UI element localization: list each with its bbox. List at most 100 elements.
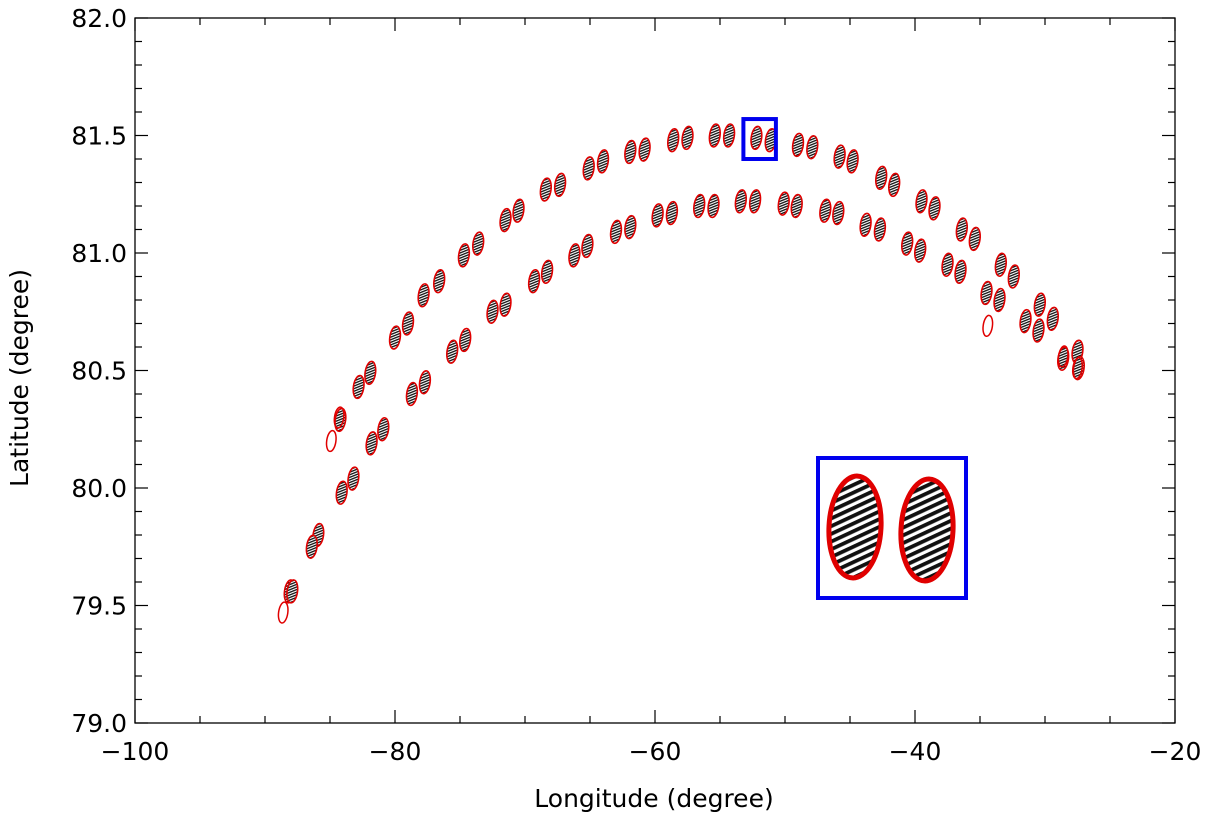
footprint-point-series-2 [609,219,623,245]
y-tick-label: 79.0 [71,709,127,738]
footprint-outline-point [1057,345,1069,368]
footprint-point-series-1 [417,283,430,308]
zoom-inset-footprint [898,476,956,584]
footprint-point-series-1 [457,243,471,268]
footprint-point-series-2 [446,339,459,364]
footprint-point-series-2 [1019,308,1032,334]
footprint-point-series-1 [791,132,805,158]
footprint-outline-point [1071,356,1084,380]
y-tick-label: 81.0 [71,239,127,268]
y-tick-label: 82.0 [71,4,127,33]
footprint-point-series-1 [1033,292,1046,317]
footprint-point-series-2 [954,259,967,285]
y-tick-label: 80.5 [71,357,127,386]
footprint-point-series-2 [993,287,1006,313]
footprint-point-series-1 [846,149,859,174]
footprint-point-series-2 [790,193,803,219]
footprint-point-series-1 [364,360,377,386]
footprint-point-series-1 [512,198,525,223]
footprint-outline-point [277,601,289,624]
y-tick-label: 81.5 [71,122,127,151]
zoom-inset [816,456,968,600]
footprint-point-series-2 [540,259,554,285]
footprint-point-series-1 [624,139,637,165]
x-axis-title: Longitude (degree) [534,784,773,813]
plot-frame [134,17,1176,724]
footprint-point-series-1 [833,144,846,169]
footprint-point-series-2 [665,200,679,226]
data-points [277,117,1085,624]
footprint-outline-point [333,406,345,429]
footprint-point-series-2 [459,327,472,353]
footprint-point-series-2 [980,280,993,306]
footprint-outline-point [982,314,994,338]
x-tick-label: −100 [101,737,170,766]
footprint-outline-point [325,429,337,453]
footprint-point-series-1 [806,135,819,160]
highlight-box [741,117,778,162]
footprint-point-series-2 [377,417,390,442]
y-tick-label: 80.0 [71,474,127,503]
footprint-point-series-1 [955,217,968,242]
footprint-point-series-1 [638,137,651,162]
footprint-point-series-2 [941,252,954,277]
footprint-point-series-1 [433,268,446,294]
footprint-point-series-2 [624,214,637,240]
footprint-point-series-2 [651,203,664,228]
footprint-point-series-1 [994,252,1007,277]
footprint-point-series-2 [901,231,914,256]
footprint-point-series-1 [388,325,402,350]
footprint-point-series-2 [819,198,832,223]
y-axis-title: Latitude (degree) [5,269,34,487]
footprint-point-series-1 [968,226,981,252]
zoom-inset-footprint [826,473,884,581]
footprint-point-series-2 [707,193,720,219]
footprint-point-series-2 [859,212,872,238]
footprint-point-series-2 [365,431,378,456]
axes: −100 −80 −60 −40 −20 79.0 79.5 80.0 80.5 81.0 81.5… [71,4,1201,766]
footprint-point-series-1 [401,311,415,336]
footprint-point-series-2 [873,217,887,242]
footprint-point-series-1 [875,165,888,191]
footprint-point-series-2 [405,381,419,407]
footprint-point-series-1 [681,125,694,151]
x-tick-label: −20 [1149,737,1202,766]
x-tick-label: −40 [889,737,942,766]
footprint-point-series-2 [832,200,845,226]
footprint-point-series-1 [553,172,567,198]
footprint-point-series-1 [915,189,928,214]
footprint-point-series-2 [305,534,318,559]
footprint-point-series-2 [734,189,747,214]
footprint-point-series-2 [527,268,541,294]
footprint-point-series-2 [418,370,432,395]
footprint-point-series-1 [928,196,941,221]
x-tick-label: −60 [629,737,682,766]
footprint-point-series-1 [750,125,763,151]
footprint-point-series-1 [667,127,680,153]
footprint-point-series-1 [708,123,721,148]
footprint-point-series-1 [888,172,901,198]
footprint-point-series-2 [486,299,499,324]
footprint-point-series-2 [286,579,299,604]
footprint-point-series-1 [499,207,512,233]
footprint-point-series-1 [1046,306,1059,332]
footprint-point-series-1 [582,156,595,181]
footprint-point-series-2 [581,233,594,259]
footprint-point-series-2 [693,193,706,219]
y-tick-label: 79.5 [71,592,127,621]
footprint-point-series-2 [347,466,360,491]
footprint-point-series-1 [352,374,365,400]
footprint-point-series-2 [777,191,790,216]
footprint-point-series-1 [539,177,552,202]
footprint-point-series-1 [1007,264,1020,289]
footprint-point-series-2 [568,243,581,268]
footprint-point-series-2 [335,480,348,505]
footprint-point-series-2 [1032,318,1045,343]
x-tick-label: −80 [369,737,422,766]
footprint-point-series-1 [596,149,610,174]
footprint-point-series-1 [722,123,736,148]
footprint-point-series-1 [472,231,485,256]
footprint-point-series-2 [499,292,512,317]
